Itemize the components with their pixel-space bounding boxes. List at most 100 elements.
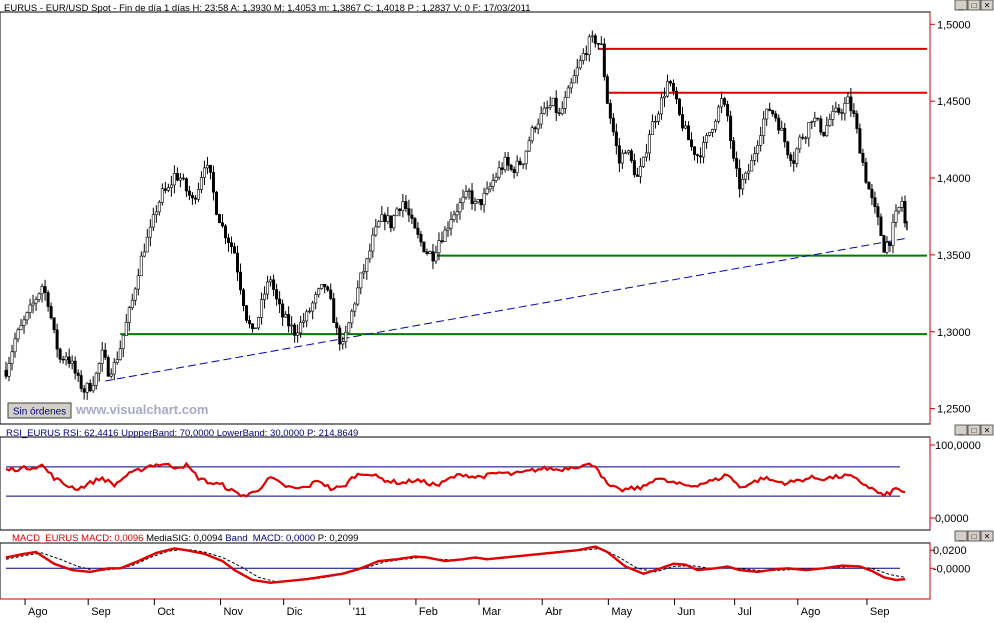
- price-bar: [545, 100, 549, 117]
- price-bar: [723, 96, 727, 107]
- price-bar: [449, 211, 453, 236]
- price-bar: [681, 106, 685, 132]
- price-bar: [85, 382, 89, 400]
- rsi-y-axis: 0,0000 100,0000: [930, 440, 981, 525]
- price-bar: [551, 97, 555, 107]
- macd-maximize-button[interactable]: [967, 530, 981, 542]
- price-bar: [226, 233, 230, 252]
- price-bar: [344, 325, 348, 349]
- rsi-maximize-icon: □: [972, 426, 977, 435]
- orders-button[interactable]: Sin órdenes: [7, 402, 72, 419]
- price-bar: [711, 128, 715, 138]
- minimize-icon: _: [957, 0, 964, 10]
- price-bar: [482, 187, 486, 213]
- maximize-button[interactable]: [967, 0, 981, 11]
- price-bar: [416, 222, 420, 239]
- price-y-tick-label: 1,5000: [937, 19, 971, 31]
- price-bar: [151, 207, 155, 231]
- price-y-tick-label: 1,2500: [937, 404, 971, 416]
- price-bar: [205, 156, 209, 175]
- price-bar: [476, 198, 480, 204]
- price-bar: [365, 257, 369, 280]
- price-bar: [900, 196, 904, 213]
- price-bar: [687, 121, 691, 141]
- price-bar: [181, 173, 185, 181]
- x-tick-label: Jun: [678, 606, 696, 618]
- price-bar: [347, 321, 351, 333]
- price-bar: [494, 172, 498, 183]
- price-bar: [566, 85, 570, 98]
- price-bar: [852, 103, 856, 118]
- price-bar: [260, 292, 264, 325]
- rsi-panel[interactable]: RSI_EURUS RSI: 62,4416 UppperBand: 70,00…: [0, 424, 994, 531]
- price-bar: [46, 290, 50, 312]
- price-bar: [103, 343, 107, 361]
- price-bar: [332, 292, 336, 323]
- rsi-minimize-button[interactable]: [954, 424, 968, 436]
- price-bar: [533, 125, 537, 133]
- x-tick-label: May: [611, 606, 632, 618]
- price-bar: [392, 214, 396, 231]
- close-button[interactable]: [980, 0, 994, 11]
- macd-minimize-button[interactable]: [954, 530, 968, 542]
- price-bar: [380, 205, 384, 222]
- price-bar: [299, 315, 303, 338]
- minimize-button[interactable]: [954, 0, 968, 11]
- price-bar: [308, 307, 312, 314]
- macd-close-icon: ×: [984, 532, 990, 543]
- price-bar: [843, 96, 847, 121]
- trendline[interactable]: [105, 237, 909, 382]
- price-bar: [4, 361, 8, 380]
- rsi-series-line[interactable]: [5, 461, 906, 498]
- price-bar: [714, 119, 718, 133]
- price-bar: [190, 192, 194, 205]
- price-bar: [317, 287, 321, 298]
- price-bar: [398, 208, 402, 217]
- price-panel[interactable]: EURUS - EUR/USD Spot - Fin de día 1 días…: [0, 0, 994, 425]
- watermark: www.visualchart.com: [75, 402, 208, 417]
- price-bar: [623, 150, 627, 154]
- horizontal-levels[interactable]: [120, 47, 927, 336]
- x-tick-label: Oct: [157, 606, 174, 618]
- rsi-close-button[interactable]: [980, 424, 994, 436]
- price-bar: [350, 309, 354, 329]
- price-bar: [774, 110, 778, 122]
- price-bar: [281, 299, 285, 326]
- rsi-minimize-icon: _: [957, 425, 964, 435]
- price-bar: [473, 197, 477, 212]
- price-bar: [885, 236, 889, 255]
- rsi-y-tick-label: 100,0000: [935, 440, 981, 452]
- price-bar: [647, 129, 651, 161]
- price-bar: [275, 283, 279, 306]
- x-axis: Ago Sep Oct Nov Dic '11 Feb Mar Abr May Jun Jul Ago S…: [0, 598, 930, 618]
- price-bar: [662, 87, 666, 108]
- rsi-maximize-button[interactable]: [967, 424, 981, 436]
- macd-series-line[interactable]: [5, 545, 906, 584]
- x-tick-label: Mar: [482, 606, 501, 618]
- price-bar: [401, 194, 405, 218]
- price-bar: [428, 250, 432, 255]
- price-bar: [28, 298, 32, 319]
- price-y-tick-label: 1,3500: [937, 250, 971, 262]
- macd-close-button[interactable]: [980, 530, 994, 542]
- price-bar: [395, 206, 399, 217]
- price-bar: [431, 243, 435, 270]
- price-bar: [61, 355, 65, 364]
- price-bar: [214, 190, 218, 216]
- price-bar: [326, 285, 330, 292]
- price-bar: [374, 218, 378, 237]
- price-bar: [55, 323, 59, 358]
- price-bar: [837, 103, 841, 116]
- price-bar: [488, 182, 492, 193]
- price-bar: [419, 230, 423, 247]
- macd-panel[interactable]: MACD_EURUS MACD: 0,0096 MediaSIG: 0,0094…: [0, 530, 994, 600]
- price-bar: [744, 171, 748, 184]
- price-bar: [461, 189, 465, 210]
- price-bar: [136, 268, 140, 296]
- price-bar: [801, 133, 805, 140]
- price-bar: [404, 195, 408, 213]
- price-bar: [738, 159, 742, 198]
- price-bar: [293, 322, 297, 343]
- price-bar: [569, 78, 573, 94]
